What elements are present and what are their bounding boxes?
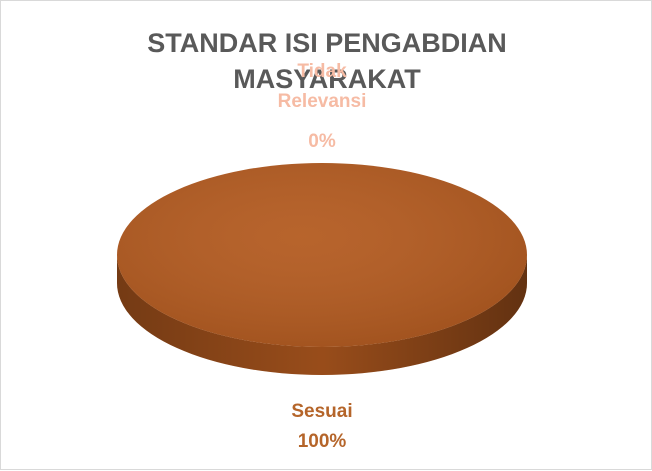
category-label: Sesuai [291, 401, 353, 422]
category-label: Tidak Relevansi [277, 61, 367, 112]
value-label: 100% [297, 431, 347, 452]
slice-side-shade [117, 255, 527, 375]
chart-title: STANDAR ISI PENGABDIAN MASYARAKAT [147, 28, 507, 94]
value-label: 0% [308, 131, 336, 152]
slice-shade [117, 163, 527, 347]
